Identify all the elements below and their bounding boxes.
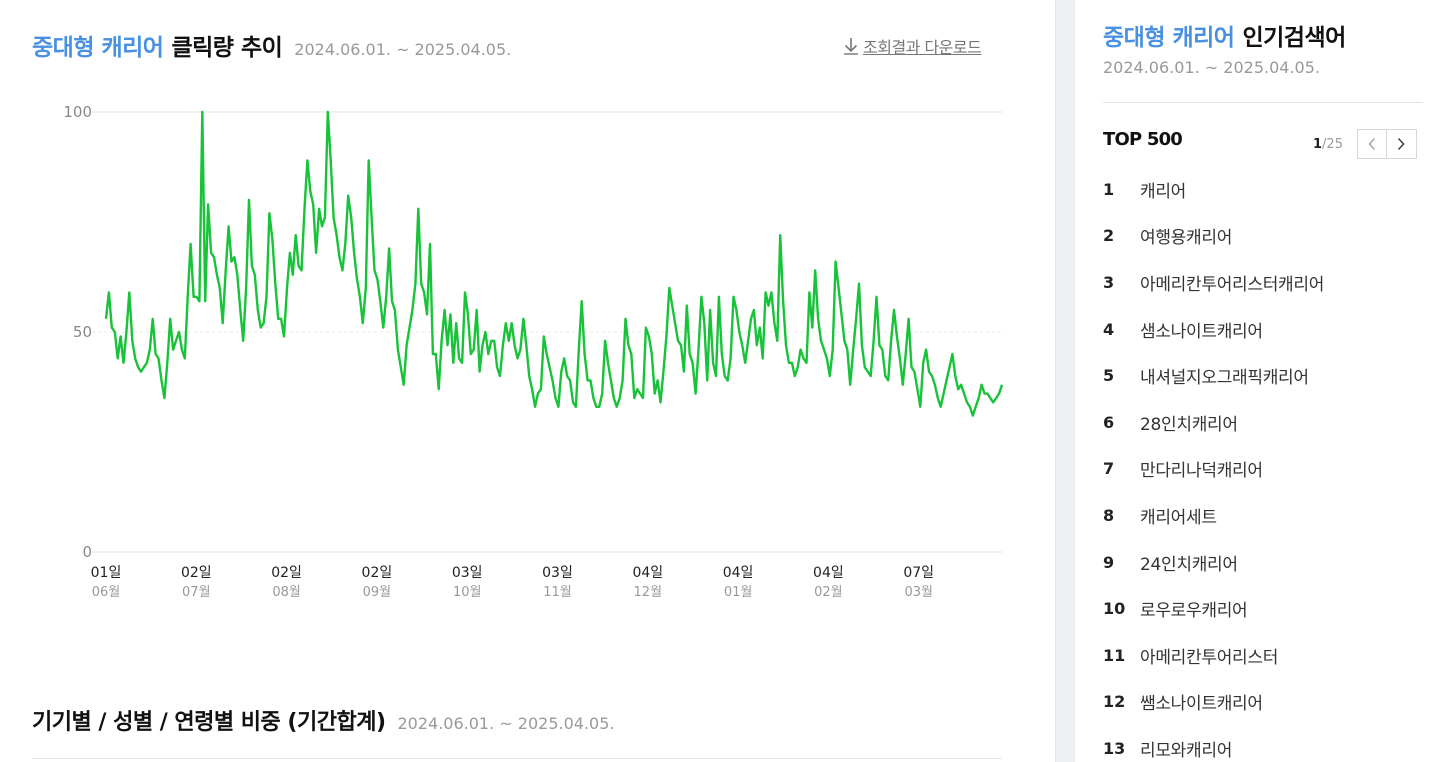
page-counter: 1/25 xyxy=(1313,137,1343,152)
keyword-item[interactable]: 13 리모와캐리어 xyxy=(1103,725,1324,762)
x-tick-month: 10월 xyxy=(453,585,482,600)
trend-date-range: 2024.06.01. ~ 2025.04.05. xyxy=(294,40,512,59)
keyword-item[interactable]: 10 로우로우캐리어 xyxy=(1103,585,1324,632)
x-tick-month: 01월 xyxy=(724,585,753,600)
popular-title: 중대형 캐리어 인기검색어 xyxy=(1103,18,1346,52)
keyword-item[interactable]: 3 아메리칸투어리스터캐리어 xyxy=(1103,259,1324,306)
popular-divider xyxy=(1103,102,1423,103)
keyword-item[interactable]: 4 샘소나이트캐리어 xyxy=(1103,306,1324,353)
keyword-text[interactable]: 만다리나덕캐리어 xyxy=(1140,461,1263,482)
chevron-right-icon xyxy=(1398,137,1406,151)
keyword-item[interactable]: 1 캐리어 xyxy=(1103,166,1324,213)
keyword-text[interactable]: 샘소나이트캐리어 xyxy=(1140,321,1263,342)
prev-page-button[interactable] xyxy=(1356,129,1387,159)
y-tick-label: 0 xyxy=(82,543,92,561)
x-tick-day: 01일 xyxy=(91,565,122,581)
keyword-rank: 9 xyxy=(1103,552,1115,572)
x-tick-day: 03일 xyxy=(452,565,483,581)
popular-keyword-list: 1 캐리어 2 여행용캐리어 3 아메리칸투어리스터캐리어 4 샘소나이트캐리어 5 내셔널지오그… xyxy=(1103,166,1324,762)
keyword-text[interactable]: 캐리어 xyxy=(1140,181,1187,202)
keyword-item[interactable]: 6 28인치캐리어 xyxy=(1103,399,1324,446)
keyword-rank: 5 xyxy=(1103,366,1115,386)
keyword-item[interactable]: 12 쌤소나이트캐리어 xyxy=(1103,679,1324,726)
download-label: 조회결과 다운로드 xyxy=(863,38,982,57)
trend-title-keyword: 중대형 캐리어 xyxy=(32,35,164,61)
keyword-text[interactable]: 아메리칸투어리스터캐리어 xyxy=(1140,274,1325,295)
keyword-rank: 2 xyxy=(1103,226,1115,246)
x-tick-month: 03월 xyxy=(904,585,933,600)
x-tick-month: 06월 xyxy=(92,585,121,600)
x-tick-month: 08월 xyxy=(272,585,301,600)
keyword-text[interactable]: 캐리어세트 xyxy=(1140,507,1217,528)
keyword-rank: 3 xyxy=(1103,272,1115,292)
popular-keywords-panel: 중대형 캐리어 인기검색어 2024.06.01. ~ 2025.04.05. … xyxy=(1075,0,1437,762)
next-page-button[interactable] xyxy=(1386,129,1417,159)
download-results-link[interactable]: 조회결과 다운로드 xyxy=(843,34,982,58)
x-tick-day: 04일 xyxy=(813,565,844,581)
rank-pager: 1/25 xyxy=(1313,129,1417,159)
keyword-text[interactable]: 쌤소나이트캐리어 xyxy=(1140,694,1263,715)
page-current: 1 xyxy=(1313,136,1323,152)
y-tick-label: 50 xyxy=(73,323,92,341)
x-tick-day: 02일 xyxy=(271,565,302,581)
click-trend-chart: 0 50 100 01일 06월 02일 07월 02일 08월 02일 09월 03일 10월 03일… xyxy=(63,103,1004,600)
keyword-rank: 12 xyxy=(1103,692,1126,712)
x-tick-day: 04일 xyxy=(723,565,754,581)
keyword-text[interactable]: 리모와캐리어 xyxy=(1140,740,1233,761)
x-tick-day: 02일 xyxy=(181,565,212,581)
keyword-item[interactable]: 9 24인치캐리어 xyxy=(1103,539,1324,586)
keyword-text[interactable]: 로우로우캐리어 xyxy=(1140,601,1248,622)
x-tick-month: 07월 xyxy=(182,585,211,600)
x-tick-month: 09월 xyxy=(363,585,392,600)
x-tick-day: 02일 xyxy=(362,565,393,581)
keyword-text[interactable]: 내셔널지오그래픽캐리어 xyxy=(1140,368,1309,389)
keyword-item[interactable]: 2 여행용캐리어 xyxy=(1103,213,1324,260)
x-tick-day: 04일 xyxy=(632,565,663,581)
keyword-item[interactable]: 11 아메리칸투어리스터 xyxy=(1103,632,1324,679)
keyword-rank: 10 xyxy=(1103,599,1126,619)
keyword-text[interactable]: 28인치캐리어 xyxy=(1140,414,1238,435)
click-trend-series-line xyxy=(104,110,1004,417)
keyword-text[interactable]: 24인치캐리어 xyxy=(1140,554,1238,575)
ratio-title: 기기별 / 성별 / 연령별 비중 (기간합계) xyxy=(32,710,386,735)
panel-gutter xyxy=(1055,0,1075,762)
popular-title-keyword: 중대형 캐리어 xyxy=(1103,25,1235,51)
trend-title: 중대형 캐리어 클릭량 추이 2024.06.01. ~ 2025.04.05. xyxy=(32,28,511,62)
keyword-rank: 11 xyxy=(1103,645,1126,665)
top-label: TOP 500 xyxy=(1103,129,1183,150)
keyword-rank: 8 xyxy=(1103,505,1115,525)
x-tick-month: 11월 xyxy=(543,585,572,600)
download-icon xyxy=(844,38,858,55)
y-tick-label: 100 xyxy=(63,103,92,121)
ratio-date-range: 2024.06.01. ~ 2025.04.05. xyxy=(397,714,615,733)
ratio-section-title: 기기별 / 성별 / 연령별 비중 (기간합계) 2024.06.01. ~ 2… xyxy=(32,704,614,736)
popular-date-range: 2024.06.01. ~ 2025.04.05. xyxy=(1103,58,1320,77)
keyword-rank: 6 xyxy=(1103,412,1115,432)
chevron-left-icon xyxy=(1368,137,1376,151)
keyword-item[interactable]: 7 만다리나덕캐리어 xyxy=(1103,446,1324,493)
keyword-item[interactable]: 5 내셔널지오그래픽캐리어 xyxy=(1103,352,1324,399)
keyword-rank: 13 xyxy=(1103,738,1126,758)
keyword-item[interactable]: 8 캐리어세트 xyxy=(1103,492,1324,539)
x-tick-month: 02월 xyxy=(814,585,843,600)
keyword-text[interactable]: 여행용캐리어 xyxy=(1140,228,1233,249)
keyword-rank: 7 xyxy=(1103,459,1115,479)
x-tick-day: 03일 xyxy=(542,565,573,581)
page-total: /25 xyxy=(1322,136,1343,152)
trend-title-text: 클릭량 추이 xyxy=(171,35,283,61)
x-tick-month: 12월 xyxy=(634,585,663,600)
section-divider xyxy=(32,758,1002,759)
x-tick-day: 07일 xyxy=(903,565,934,581)
main-panel: 중대형 캐리어 클릭량 추이 2024.06.01. ~ 2025.04.05.… xyxy=(32,28,1004,759)
keyword-rank: 1 xyxy=(1103,179,1115,199)
keyword-text[interactable]: 아메리칸투어리스터 xyxy=(1140,647,1279,668)
keyword-rank: 4 xyxy=(1103,319,1115,339)
popular-title-text: 인기검색어 xyxy=(1242,25,1346,51)
